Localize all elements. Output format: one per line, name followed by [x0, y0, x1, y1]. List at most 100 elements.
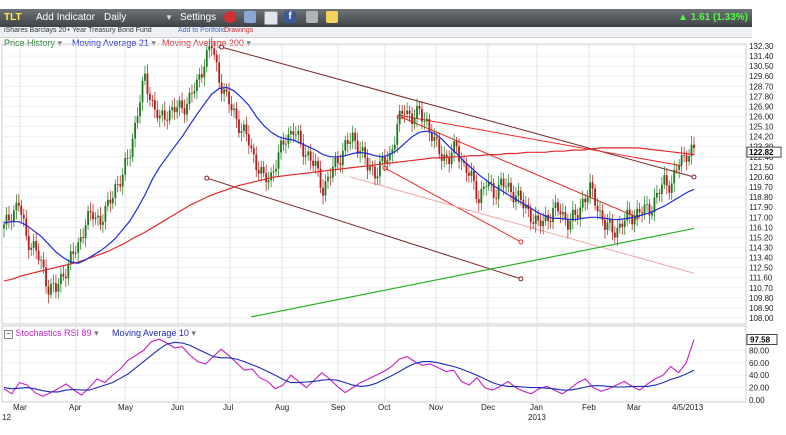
- candle-body: [191, 92, 193, 94]
- candle-body: [47, 286, 50, 295]
- y-tick-label: 112.50: [749, 264, 773, 273]
- stoch-ma-line: [3, 341, 695, 393]
- candle-body: [500, 178, 502, 186]
- alarm-clock-icon[interactable]: [224, 11, 236, 23]
- candle-body: [581, 198, 584, 208]
- candle-body: [539, 220, 542, 227]
- collapse-icon[interactable]: −: [4, 330, 13, 339]
- candle-body: [94, 217, 97, 219]
- stoch-tick-label: 80.00: [749, 346, 770, 355]
- y-tick-label: 115.20: [749, 233, 773, 242]
- candle-body: [205, 50, 208, 67]
- y-tick-label: 117.00: [749, 213, 773, 222]
- facebook-icon[interactable]: f: [284, 11, 296, 23]
- x-tick-label: Jan: [530, 403, 543, 412]
- legend-ma200[interactable]: Moving Average 200 ▾: [162, 38, 251, 49]
- copy-icon[interactable]: [244, 11, 256, 23]
- note-icon[interactable]: [326, 11, 338, 23]
- trendline-anchor: [691, 174, 697, 180]
- candle-body: [599, 210, 601, 212]
- candle-body: [433, 137, 436, 141]
- candle-body: [638, 208, 641, 213]
- candle-body: [480, 188, 483, 203]
- candle-body: [435, 137, 438, 139]
- candle-body: [418, 105, 421, 109]
- legend-ma200-label: Moving Average 200: [162, 38, 244, 48]
- candle-body: [465, 162, 468, 173]
- legend-price-history[interactable]: Price History ▾: [4, 38, 62, 49]
- candle-body: [270, 172, 272, 181]
- candle-body: [643, 204, 646, 214]
- candle-body: [455, 141, 458, 147]
- candle-body: [623, 220, 626, 227]
- candle-body: [116, 184, 119, 185]
- candle-body: [129, 157, 132, 159]
- candle-body: [626, 209, 629, 221]
- candle-body: [35, 240, 38, 251]
- candle-body: [114, 184, 117, 199]
- stoch-last-box: [746, 334, 778, 346]
- candle-body: [472, 171, 475, 181]
- candle-body: [285, 143, 287, 145]
- candle-body: [658, 192, 661, 194]
- x-tick-label: Nov: [429, 403, 443, 412]
- candle-body: [374, 166, 376, 179]
- y-tick-label: 125.10: [749, 123, 774, 132]
- candle-body: [554, 202, 557, 209]
- candle-body: [158, 115, 161, 119]
- legend-ma21[interactable]: Moving Average 21 ▾: [72, 38, 156, 49]
- candle-body: [334, 157, 337, 167]
- candle-body: [92, 212, 94, 219]
- legend-ma10[interactable]: Moving Average 10 ▾: [112, 328, 196, 339]
- candle-body: [163, 110, 166, 120]
- candle-body: [490, 182, 493, 184]
- candle-body: [196, 79, 198, 92]
- candle-body: [188, 92, 191, 104]
- candle-body: [198, 74, 201, 80]
- candle-body: [126, 157, 129, 159]
- add-indicator-button[interactable]: Add Indicator: [36, 12, 95, 23]
- period-label: Daily: [104, 12, 127, 23]
- period-dropdown[interactable]: Daily ▼: [104, 12, 173, 23]
- candle-body: [55, 283, 57, 292]
- candle-body: [613, 232, 616, 238]
- symbol-label[interactable]: TLT: [4, 12, 22, 23]
- y-tick-label: 117.90: [749, 203, 773, 212]
- candle-body: [82, 237, 85, 239]
- candle-body: [361, 147, 364, 151]
- toolbar: TLT Add Indicator Daily ▼ Settings f ▲ 1…: [0, 9, 752, 28]
- add-to-portfolio-link[interactable]: Add to Portfolio: [178, 27, 226, 34]
- legend-price-history-label: Price History: [4, 38, 56, 48]
- settings-button[interactable]: Settings: [180, 12, 216, 23]
- candle-body: [336, 157, 339, 164]
- camera-icon[interactable]: [306, 11, 318, 23]
- candle-body: [408, 110, 411, 114]
- candle-body: [215, 54, 218, 63]
- candle-body: [69, 251, 72, 264]
- print-icon[interactable]: [264, 11, 278, 25]
- candle-body: [52, 283, 55, 284]
- drawings-link[interactable]: Drawings: [224, 27, 254, 34]
- candle-body: [376, 176, 379, 179]
- candle-body: [542, 221, 545, 227]
- y-tick-label: 111.60: [749, 274, 773, 283]
- legend-stoch[interactable]: − Stochastics RSI 89 ▾: [4, 328, 99, 339]
- candle-body: [653, 197, 656, 213]
- candle-body: [304, 155, 307, 157]
- candle-body: [225, 89, 228, 92]
- candle-body: [349, 141, 352, 144]
- candle-body: [482, 186, 485, 189]
- x-tick-label: Oct: [378, 403, 391, 412]
- candle-body: [616, 227, 619, 238]
- candle-body: [319, 168, 322, 188]
- candle-body: [77, 242, 80, 253]
- candle-body: [356, 140, 359, 154]
- candle-body: [87, 210, 89, 225]
- candle-body: [648, 204, 651, 216]
- candle-body: [119, 184, 122, 187]
- candle-body: [366, 157, 369, 171]
- candle-body: [327, 176, 329, 182]
- candle-body: [245, 124, 248, 135]
- x-tick-label: Jun: [171, 403, 184, 412]
